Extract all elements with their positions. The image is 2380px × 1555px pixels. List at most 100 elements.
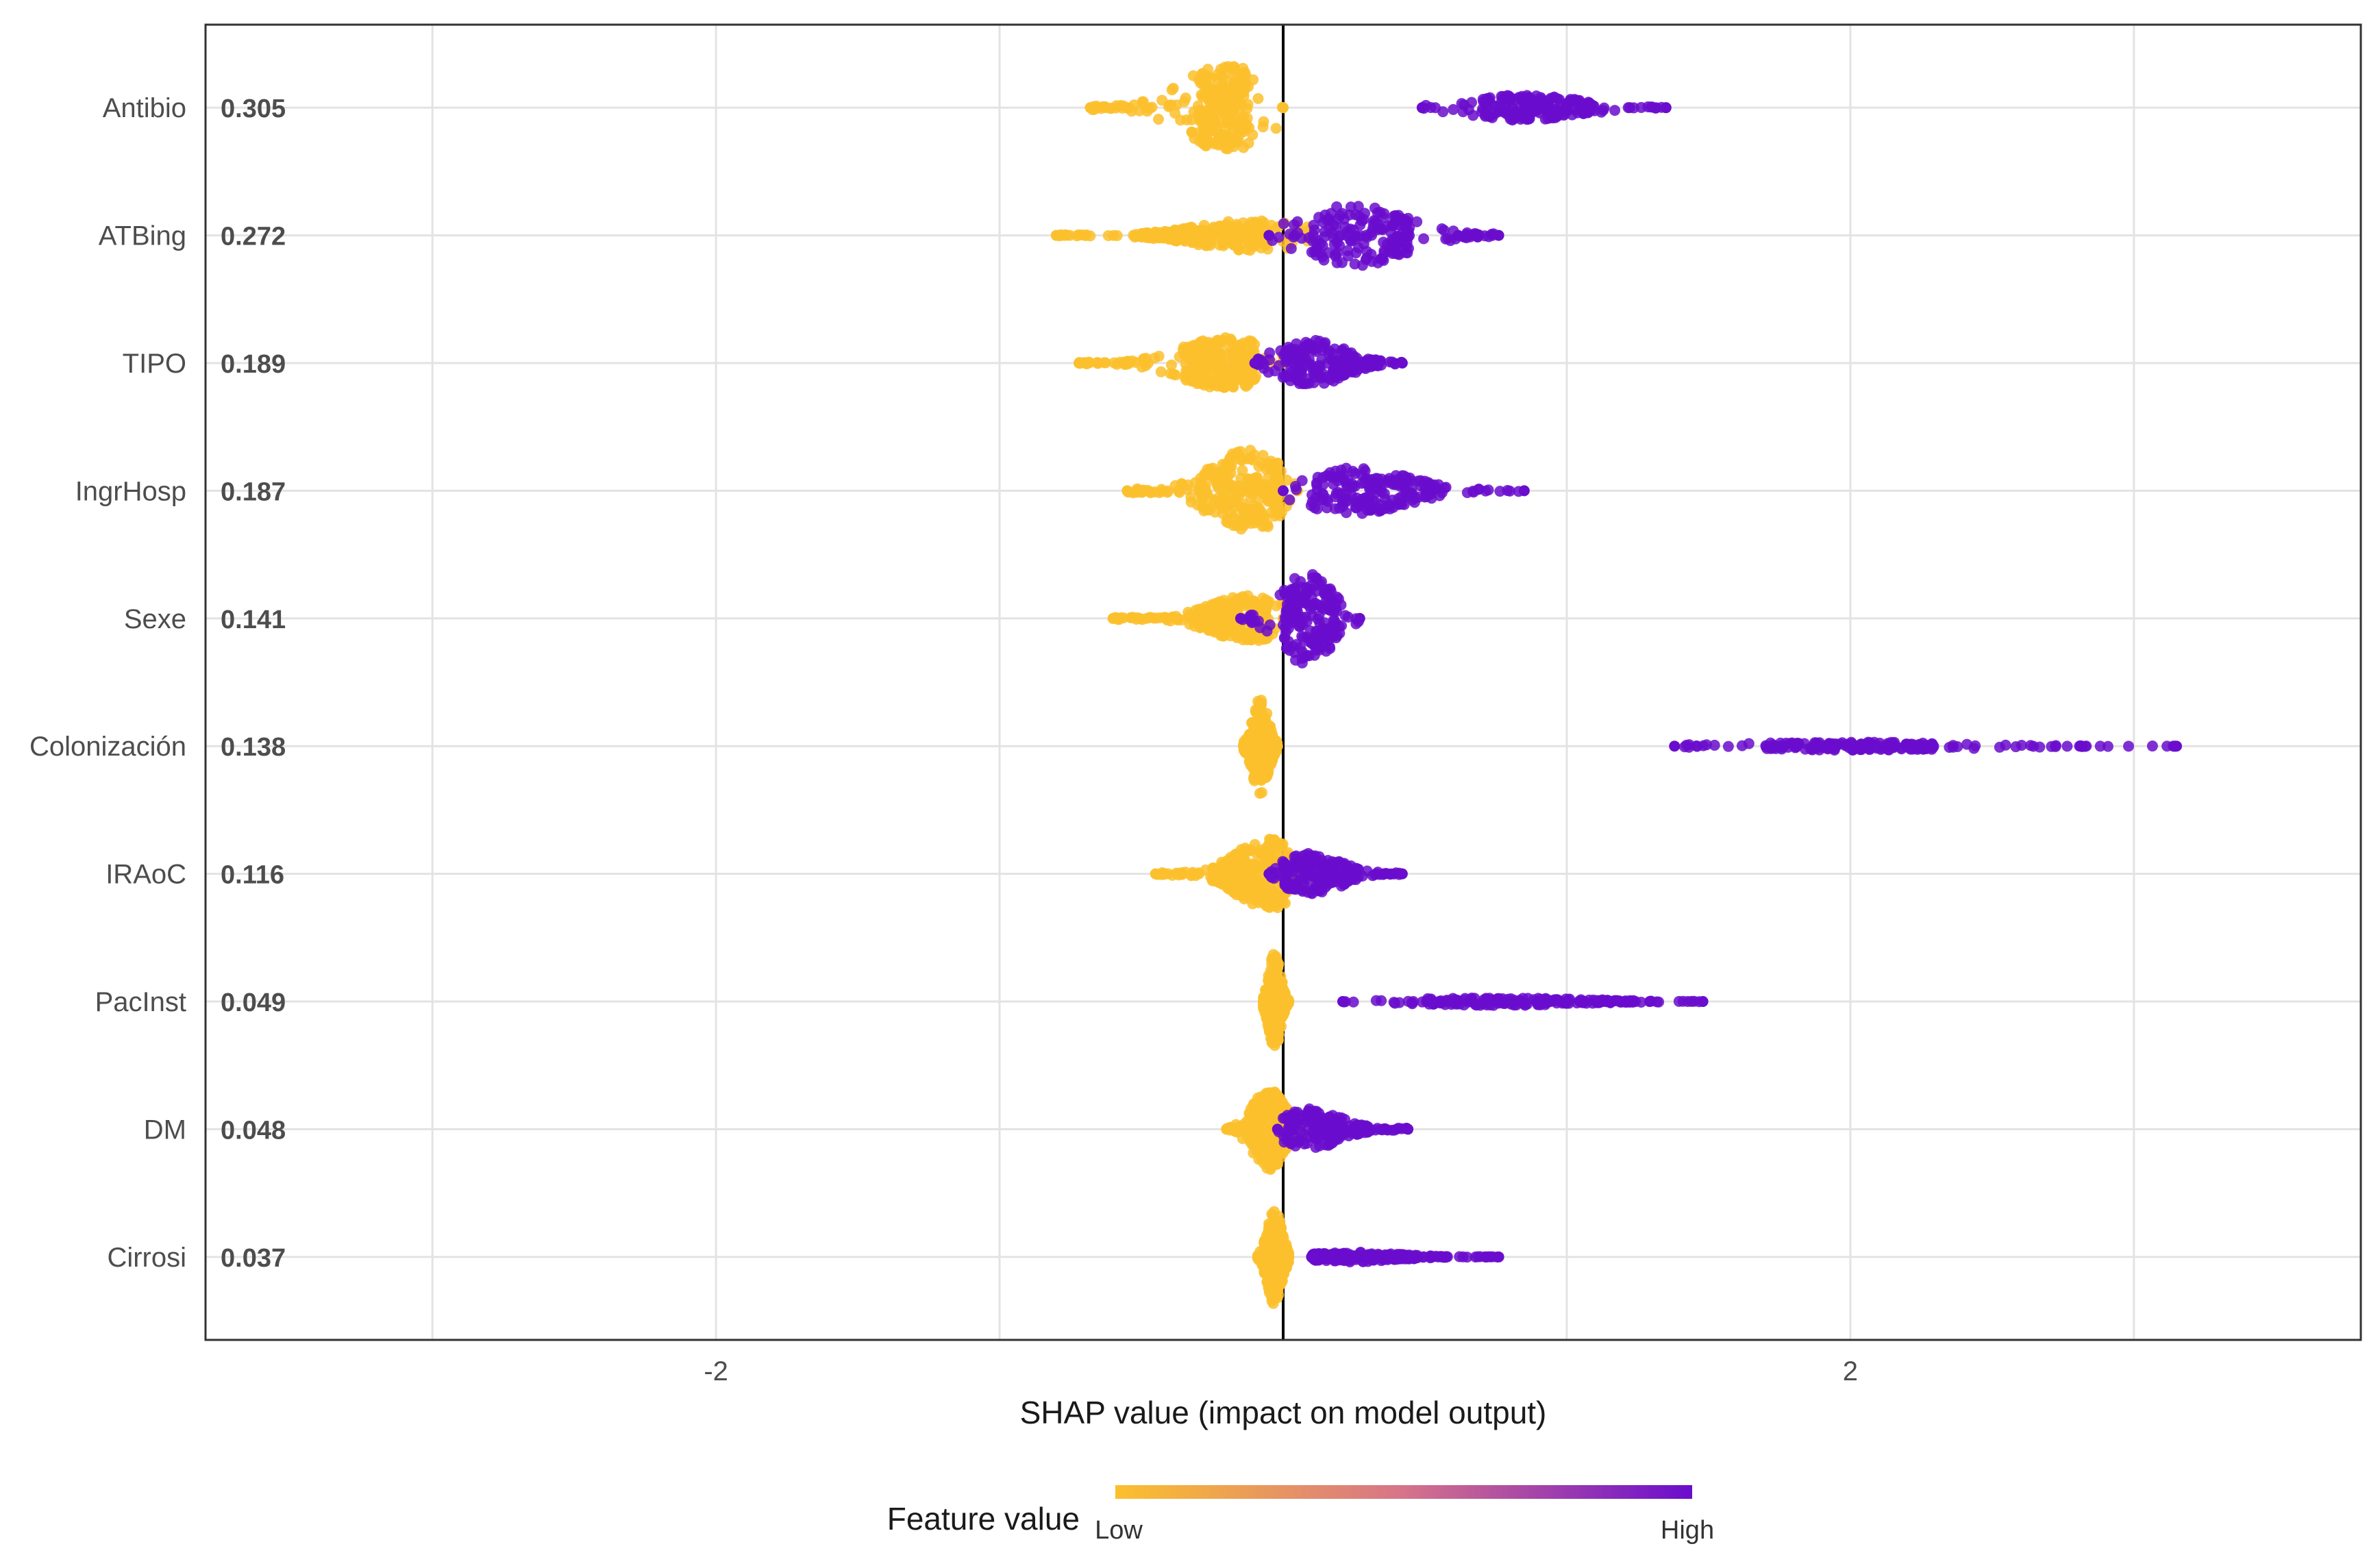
shap-point <box>1280 897 1291 909</box>
shap-point <box>1484 993 1496 1004</box>
shap-point <box>1530 104 1542 116</box>
shap-point <box>1376 995 1387 1006</box>
feature-labels: AntibioATBingTIPOIngrHospSexeColonizació… <box>29 93 186 1273</box>
shap-point <box>1169 108 1181 119</box>
feature-name-label: Cirrosi <box>107 1243 186 1273</box>
shap-point <box>1278 857 1290 869</box>
shap-point <box>1926 738 1937 750</box>
shap-point <box>1328 238 1340 250</box>
shap-point <box>1493 1251 1504 1262</box>
shap-point <box>1461 487 1473 499</box>
shap-point <box>1227 105 1239 117</box>
shap-point <box>1402 212 1414 224</box>
shap-point <box>1123 358 1135 369</box>
shap-point <box>1300 378 1311 390</box>
shap-point <box>1293 351 1304 363</box>
shap-point <box>1270 895 1282 907</box>
shap-point <box>1900 738 1912 750</box>
shap-point <box>1410 1249 1422 1261</box>
shap-point <box>1253 1154 1265 1165</box>
shap-point <box>1609 105 1621 116</box>
shap-point <box>1722 741 1734 752</box>
shap-point <box>1319 859 1330 871</box>
shap-point <box>2050 741 2061 752</box>
shap-point <box>1452 995 1463 1006</box>
shap-point <box>1247 129 1259 140</box>
shap-point <box>1303 353 1315 365</box>
shap-point <box>1364 504 1376 516</box>
shap-point <box>1141 105 1153 117</box>
shap-point <box>1228 382 1239 393</box>
shap-point <box>1210 92 1222 104</box>
shap-point <box>1324 345 1335 357</box>
shap-point <box>2061 741 2073 752</box>
shap-point <box>1367 870 1378 882</box>
shap-point <box>1269 510 1280 522</box>
shap-point <box>1136 227 1148 239</box>
shap-point <box>1304 851 1315 863</box>
shap-point <box>1401 472 1413 484</box>
shap-point <box>1255 605 1267 617</box>
shap-point <box>1248 734 1259 746</box>
shap-point <box>1155 366 1167 377</box>
shap-point <box>1301 864 1313 875</box>
feature-name-label: DM <box>144 1115 186 1145</box>
shap-point <box>1311 503 1323 514</box>
shap-point <box>1222 61 1234 73</box>
shap-point <box>1235 612 1246 624</box>
shap-point <box>1291 216 1303 227</box>
shap-point <box>1317 479 1329 490</box>
shap-point <box>1483 484 1494 496</box>
shap-point <box>1700 739 1712 751</box>
shap-point <box>1247 759 1259 771</box>
shap-point <box>1232 125 1244 137</box>
shap-point <box>1504 485 1515 497</box>
legend: Feature value Low High <box>887 1485 1714 1545</box>
shap-point <box>1294 366 1306 377</box>
shap-point <box>1280 621 1291 633</box>
shap-point <box>1326 1249 1337 1261</box>
importance-value-label: 0.141 <box>221 606 286 634</box>
shap-point <box>1273 958 1285 970</box>
shap-point <box>1316 1117 1328 1128</box>
shap-point <box>1153 350 1165 362</box>
importance-value-label: 0.048 <box>221 1116 286 1145</box>
shap-point <box>1347 466 1359 477</box>
shap-point <box>1565 94 1576 105</box>
shap-point <box>1798 738 1810 749</box>
shap-point <box>1267 1019 1278 1030</box>
shap-point <box>1532 998 1544 1010</box>
shap-point <box>1245 219 1257 231</box>
shap-point <box>1208 223 1219 234</box>
shap-point <box>1473 484 1485 495</box>
shap-point <box>1319 226 1330 238</box>
shap-point <box>1258 737 1269 749</box>
shap-point <box>1342 245 1354 256</box>
shap-point <box>1454 1251 1465 1262</box>
shap-point <box>1272 741 1283 752</box>
shap-point <box>1212 475 1224 486</box>
shap-point <box>1389 1124 1400 1136</box>
shap-point <box>1313 851 1325 862</box>
shap-point <box>1259 520 1270 532</box>
x-tick-label: -2 <box>704 1356 728 1386</box>
shap-point <box>1697 996 1709 1008</box>
x-axis-title: SHAP value (impact on model output) <box>1020 1395 1547 1430</box>
shap-point <box>1255 847 1267 858</box>
shap-point <box>1289 583 1300 595</box>
shap-point <box>1187 340 1199 351</box>
shap-point <box>1375 504 1387 516</box>
shap-point <box>2146 741 2158 752</box>
shap-point <box>1406 494 1418 506</box>
shap-point <box>1307 229 1319 241</box>
importance-value-label: 0.138 <box>221 733 286 762</box>
shap-point <box>1328 606 1340 617</box>
shap-point <box>1308 219 1319 231</box>
shap-point <box>2102 741 2114 752</box>
shap-point <box>1261 1230 1272 1241</box>
shap-point <box>1345 201 1356 213</box>
shap-point <box>1241 340 1253 351</box>
shap-point <box>1208 364 1219 375</box>
importance-value-label: 0.187 <box>221 477 286 506</box>
shap-point <box>1350 366 1362 378</box>
